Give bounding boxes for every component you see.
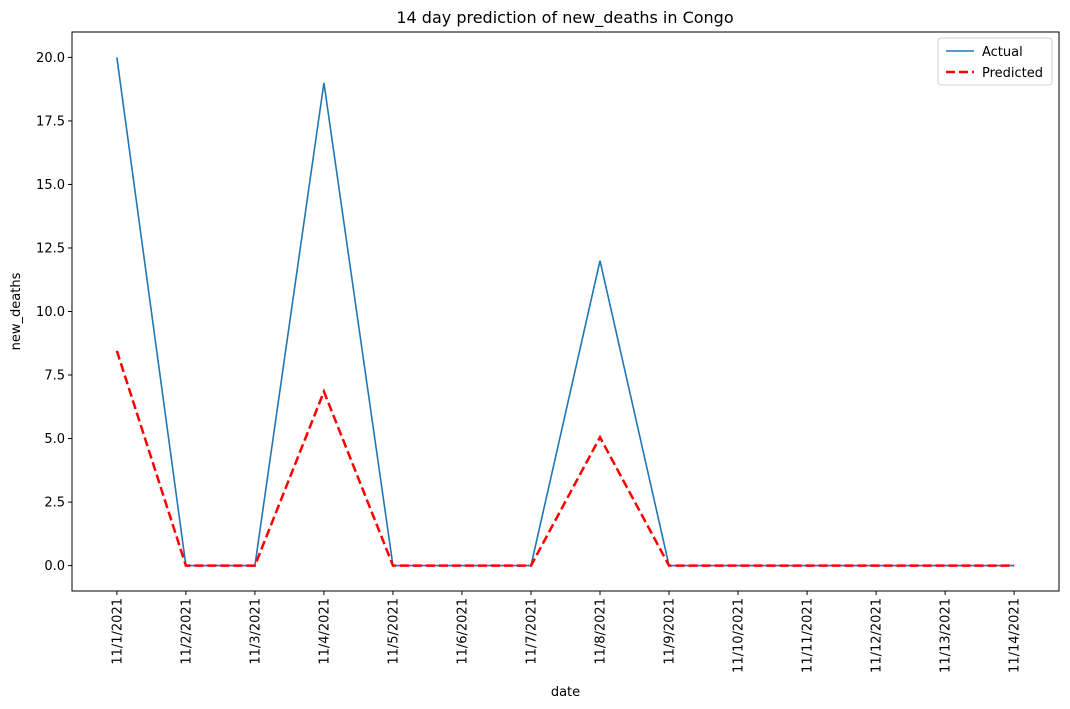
legend: Actual Predicted (937, 37, 1053, 86)
x-tick-label: 11/5/2021 (386, 598, 401, 665)
x-axis-label: date (551, 685, 580, 700)
x-tick-label: 11/6/2021 (455, 598, 470, 665)
x-tick-label: 11/7/2021 (524, 598, 539, 665)
x-tick-label: 11/2/2021 (179, 598, 194, 665)
y-axis-label: new_deaths (9, 272, 24, 350)
y-tick-label: 7.5 (44, 369, 65, 384)
x-tick-label: 11/8/2021 (594, 598, 609, 665)
legend-label-actual: Actual (982, 45, 1023, 60)
x-tick-label: 11/3/2021 (248, 598, 263, 665)
chart-title: 14 day prediction of new_deaths in Congo (396, 8, 733, 28)
y-tick-label: 2.5 (44, 496, 65, 511)
y-tick-label: 20.0 (36, 51, 65, 66)
y-tick-label: 0.0 (44, 559, 65, 574)
series-line-actual (116, 57, 1015, 567)
plot-frame (71, 31, 1060, 592)
y-tick-label: 15.0 (36, 178, 65, 193)
x-tick-label: 11/1/2021 (110, 598, 125, 665)
x-tick-label: 11/11/2021 (801, 598, 816, 673)
y-tick-label: 12.5 (36, 241, 65, 256)
y-tick-label: 17.5 (36, 114, 65, 129)
series-line-predicted (115, 350, 1015, 567)
legend-label-predicted: Predicted (982, 66, 1043, 81)
y-tick-label: 5.0 (44, 432, 65, 447)
x-tick-label: 11/12/2021 (870, 598, 885, 673)
x-tick-label: 11/10/2021 (732, 598, 747, 673)
plot-area (71, 31, 1060, 592)
y-tick-label: 10.0 (36, 305, 65, 320)
x-tick-label: 11/4/2021 (317, 598, 332, 665)
x-tick-label: 11/13/2021 (939, 598, 954, 673)
x-tick-label: 11/9/2021 (663, 598, 678, 665)
x-tick-label: 11/14/2021 (1008, 598, 1023, 673)
